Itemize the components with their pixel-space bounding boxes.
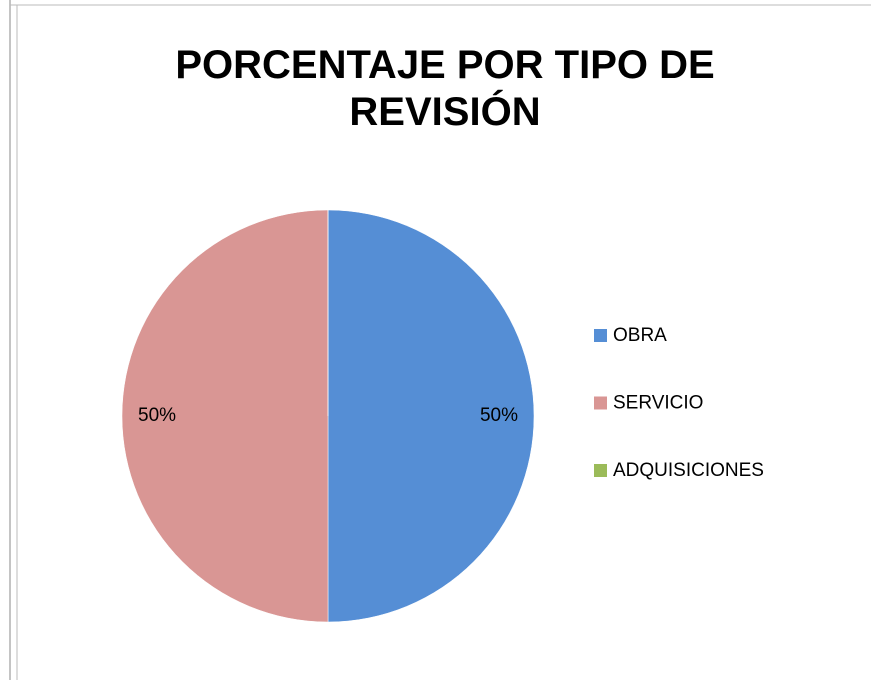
- data-label: 50%: [138, 405, 176, 426]
- pie-slice: [121, 209, 329, 623]
- chart-title: PORCENTAJE POR TIPO DE REVISIÓN: [175, 43, 715, 134]
- data-label: 50%: [480, 405, 518, 426]
- legend-swatch: [594, 464, 607, 477]
- legend-label: ADQUISICIONES: [613, 460, 764, 481]
- pie-slice: [327, 209, 535, 623]
- legend-swatch: [594, 329, 607, 342]
- legend-label: OBRA: [613, 325, 667, 346]
- legend-label: SERVICIO: [613, 393, 703, 414]
- legend-swatch: [594, 396, 607, 410]
